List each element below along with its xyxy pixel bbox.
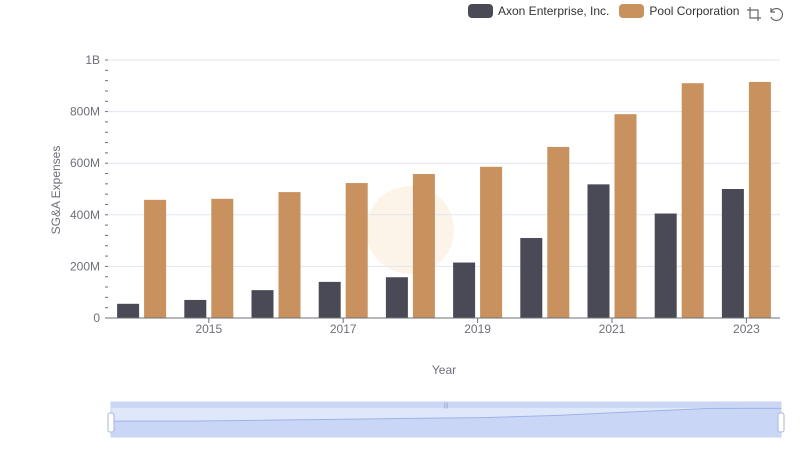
slider-top-bar[interactable] [111, 402, 781, 408]
x-tick-label: 2021 [599, 322, 626, 336]
y-tick-label: 1B [85, 53, 100, 67]
grid-lines [108, 59, 780, 319]
watermark-circle [366, 186, 454, 274]
bar-pool-2015[interactable] [211, 198, 234, 318]
x-tick-label: 2015 [195, 322, 222, 336]
watermark-logo [366, 186, 454, 274]
bar-axon-2015[interactable] [184, 299, 207, 318]
bar-pool-2019[interactable] [480, 166, 503, 318]
toolbox [746, 6, 784, 22]
legend-label-axon: Axon Enterprise, Inc. [498, 4, 610, 18]
y-tick-label: 800M [70, 105, 100, 119]
slider-preview-line [110, 407, 782, 422]
bar-pool-2021[interactable] [614, 114, 637, 319]
legend-swatch-axon [468, 4, 493, 18]
legend-item-pool[interactable]: Pool Corporation [619, 4, 739, 18]
legend: Axon Enterprise, Inc. Pool Corporation [468, 4, 749, 18]
y-tick-label: 600M [70, 156, 100, 170]
x-tick-label: 2017 [330, 322, 357, 336]
y-axis-title: SG&A Expenses [49, 146, 63, 235]
data-zoom-icon[interactable] [746, 6, 762, 22]
restore-icon[interactable] [768, 6, 784, 22]
bar-axon-2016[interactable] [251, 290, 274, 318]
data-zoom-slider[interactable]: ||| [107, 401, 785, 438]
x-axis: 2015 2017 2019 2021 2023 [108, 317, 780, 336]
legend-swatch-pool [619, 4, 645, 18]
x-tick-label: 2023 [733, 322, 760, 336]
x-axis-title: Year [432, 363, 456, 377]
y-tick-label: 0 [93, 311, 100, 325]
bar-axon-2022[interactable] [654, 213, 677, 318]
bar-pool-2018[interactable] [412, 174, 435, 318]
bars [117, 81, 771, 319]
bar-pool-2020[interactable] [547, 146, 570, 318]
bar-axon-2014[interactable] [117, 303, 140, 318]
bar-axon-2021[interactable] [587, 184, 610, 318]
slider-grip[interactable]: ||| [444, 403, 449, 409]
legend-label-pool: Pool Corporation [649, 4, 740, 18]
bar-pool-2023[interactable] [748, 81, 771, 319]
bar-pool-2022[interactable] [681, 83, 704, 318]
y-tick-label: 200M [70, 259, 100, 273]
y-axis-ticks: 0 200M 400M 600M 800M 1B [70, 53, 108, 325]
bar-axon-2018[interactable] [385, 277, 408, 318]
x-tick-label: 2019 [464, 322, 491, 336]
bar-pool-2016[interactable] [278, 192, 301, 318]
bar-axon-2023[interactable] [721, 189, 744, 318]
bar-axon-2020[interactable] [520, 238, 543, 318]
slider-handle-left[interactable] [107, 412, 115, 433]
bar-pool-2017[interactable] [345, 183, 368, 318]
slider-preview-area [111, 408, 781, 437]
bar-axon-2019[interactable] [453, 262, 476, 318]
legend-item-axon[interactable]: Axon Enterprise, Inc. [468, 4, 609, 18]
bar-pool-2014[interactable] [144, 199, 167, 318]
bar-axon-2017[interactable] [318, 281, 341, 318]
slider-handle-right[interactable] [777, 412, 785, 433]
y-tick-label: 400M [70, 208, 100, 222]
